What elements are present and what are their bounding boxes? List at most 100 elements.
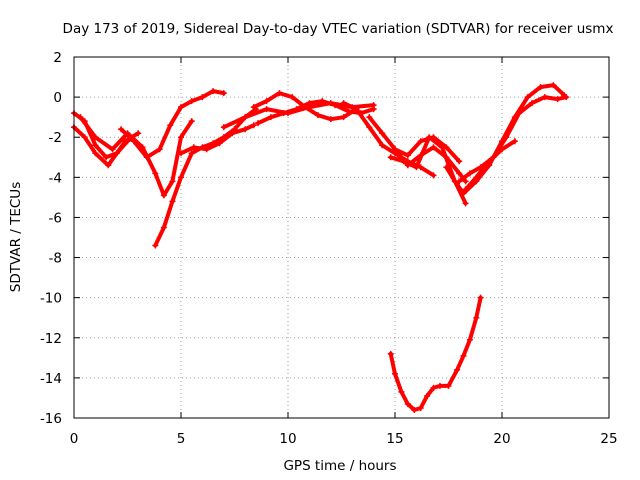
data-point [370,106,377,113]
series-line-arc-9 [256,99,376,126]
data-point [511,138,518,145]
data-point [366,114,373,121]
data-point [462,186,469,193]
data-point [169,178,176,185]
data-point [456,158,463,165]
data-point [293,106,300,113]
data-point [229,130,236,137]
data-point [160,192,167,199]
data-point [332,102,339,109]
x-tick-label: 20 [493,431,510,447]
data-point [443,144,450,151]
data-point [462,178,469,185]
data-point [456,170,463,177]
data-point [499,146,505,153]
data-point [524,94,531,101]
y-tick-label: -10 [40,291,62,307]
series-points-arc-4 [118,88,227,161]
data-point [327,116,334,123]
data-point [118,126,125,133]
chart-title: Day 173 of 2019, Sidereal Day-to-day VTE… [63,21,614,37]
data-point [554,96,561,103]
data-point [404,152,411,159]
y-axis-label: SDTVAR / TECUs [8,182,24,292]
series-line-arc-13 [393,135,462,164]
data-point [178,104,184,111]
series-points-arc-6 [178,122,257,157]
data-point [178,174,184,181]
data-point [203,146,210,153]
series-line-arc-2 [72,125,141,168]
data-point [387,350,394,357]
data-point [454,366,461,373]
x-tick-label: 0 [70,431,79,447]
data-point [541,94,548,101]
data-point [430,384,437,391]
data-point [103,154,110,161]
data-point [77,114,84,121]
data-point [178,134,184,141]
data-point [392,146,398,153]
data-point [169,198,176,205]
data-point [430,172,437,179]
y-tick-label: 2 [53,50,62,66]
series-line-arc-3 [78,115,194,198]
series-points-arc-17 [387,294,484,413]
data-point [156,146,163,153]
series-points-arc-16 [462,138,518,193]
x-tick-label: 10 [279,431,296,447]
data-point [81,134,88,141]
data-point [135,130,142,137]
data-point [188,98,195,105]
data-point [413,164,420,171]
data-point [122,138,129,145]
data-point [105,162,112,169]
x-axis-label: GPS time / hours [283,458,396,474]
plot-frame [73,56,610,419]
data-point [424,392,431,399]
data-point [92,150,99,157]
data-point [417,138,424,145]
y-tick-label: -2 [49,130,62,146]
data-point [400,158,407,165]
data-point [109,146,116,153]
x-tick-label: 15 [386,431,403,447]
data-point [250,122,257,129]
data-point [443,164,450,171]
series-points-arc-2 [71,124,142,169]
series-points-arc-10 [340,100,437,179]
y-tick-label: -16 [40,411,62,427]
data-point [417,404,424,411]
series-line-arc-17 [388,295,483,412]
data-point [466,170,473,177]
data-point [344,108,351,115]
data-point [366,124,373,131]
grid-lines [74,57,609,418]
data-point [263,106,270,113]
data-point [486,158,493,165]
data-point [398,388,405,395]
y-tick-label: -4 [49,170,62,186]
data-point [563,94,570,101]
data-point [436,382,443,389]
data-point [379,130,386,137]
y-tick-label: -14 [40,371,62,387]
data-point [276,90,283,97]
data-point [550,82,557,89]
data-point [503,134,510,141]
data-point [92,134,99,141]
data-point [473,174,480,181]
data-point [411,406,418,413]
data-point [167,122,174,129]
series-line-arc-15 [457,95,569,184]
data-point [353,106,360,113]
data-point [430,144,437,151]
data-point [379,142,386,149]
data-point [306,100,313,107]
data-point [473,314,480,321]
data-point [466,336,473,343]
data-point [242,114,249,121]
data-point [220,124,227,131]
data-point [188,150,195,157]
